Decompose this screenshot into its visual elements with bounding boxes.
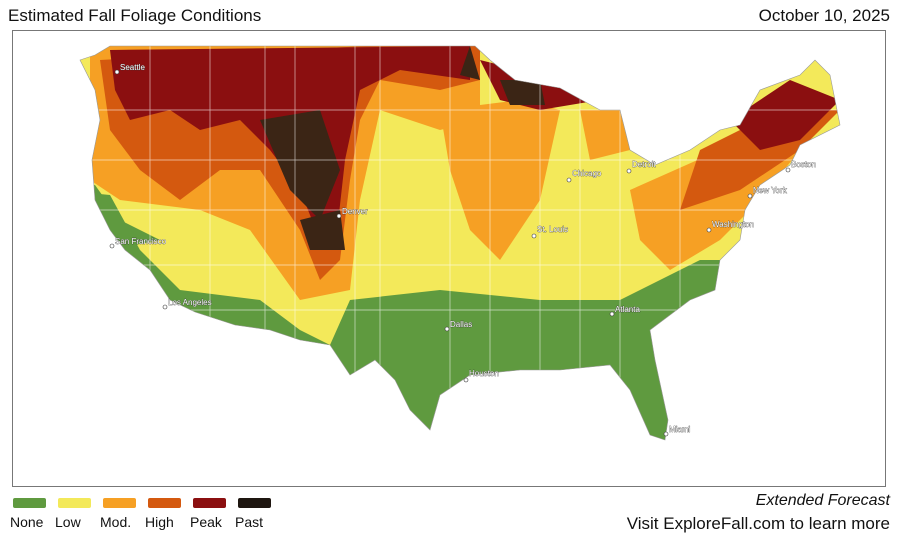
- legend-item-none: None: [10, 498, 55, 530]
- legend-item-peak: Peak: [190, 498, 235, 530]
- city-chicago: Chicago: [566, 169, 602, 183]
- state-borders: [80, 46, 840, 440]
- legend-item-past: Past: [235, 498, 280, 530]
- legend-item-moderate: Mod.: [100, 498, 145, 530]
- visit-link[interactable]: Visit ExploreFall.com to learn more: [626, 514, 890, 533]
- svg-text:Detroit: Detroit: [632, 160, 656, 169]
- svg-text:Atlanta: Atlanta: [615, 305, 640, 314]
- svg-text:San Francisco: San Francisco: [115, 237, 167, 246]
- svg-text:Washington: Washington: [712, 220, 754, 229]
- map-date: October 10, 2025: [758, 6, 890, 25]
- city-atlanta: Atlanta: [609, 305, 641, 317]
- condition-regions: [80, 46, 840, 440]
- legend-swatch: [148, 498, 181, 508]
- svg-text:Los Angeles: Los Angeles: [168, 298, 212, 307]
- city-houston: Houston: [463, 369, 499, 383]
- legend-swatch: [103, 498, 136, 508]
- city-detroit: Detroit: [626, 160, 657, 174]
- svg-text:Seattle: Seattle: [120, 63, 145, 72]
- extended-forecast-label: Extended Forecast: [755, 492, 890, 509]
- city-dallas: Dallas: [444, 320, 473, 332]
- city-seattle: Seattle: [114, 63, 146, 75]
- legend-item-low: Low: [55, 498, 100, 530]
- city-san-francisco: San Francisco: [109, 237, 167, 249]
- legend: None Low Mod. High Peak Past: [10, 498, 280, 530]
- city-miami: Miami: [663, 425, 691, 437]
- city-washington: Washington: [706, 220, 754, 233]
- region-past: [260, 110, 340, 220]
- legend-item-high: High: [145, 498, 190, 530]
- svg-text:Houston: Houston: [469, 369, 499, 378]
- city-new-york: New York: [747, 186, 788, 199]
- city-st-louis: St. Louis: [531, 225, 568, 239]
- city-denver: Denver: [336, 207, 368, 219]
- map-frame: [12, 30, 886, 487]
- city-labels: Seattle San Francisco Los Angeles Denver…: [109, 63, 816, 437]
- city-boston: Boston: [785, 160, 816, 173]
- svg-text:Boston: Boston: [791, 160, 816, 169]
- legend-swatch: [238, 498, 271, 508]
- legend-swatch: [58, 498, 91, 508]
- legend-swatch: [13, 498, 46, 508]
- svg-text:St. Louis: St. Louis: [537, 225, 568, 234]
- svg-text:Miami: Miami: [669, 425, 691, 434]
- map-title: Estimated Fall Foliage Conditions: [8, 6, 262, 25]
- svg-text:Denver: Denver: [342, 207, 368, 216]
- svg-text:Dallas: Dallas: [450, 320, 472, 329]
- svg-text:Chicago: Chicago: [572, 169, 602, 178]
- city-los-angeles: Los Angeles: [162, 298, 212, 310]
- svg-text:New York: New York: [753, 186, 788, 195]
- legend-swatch: [193, 498, 226, 508]
